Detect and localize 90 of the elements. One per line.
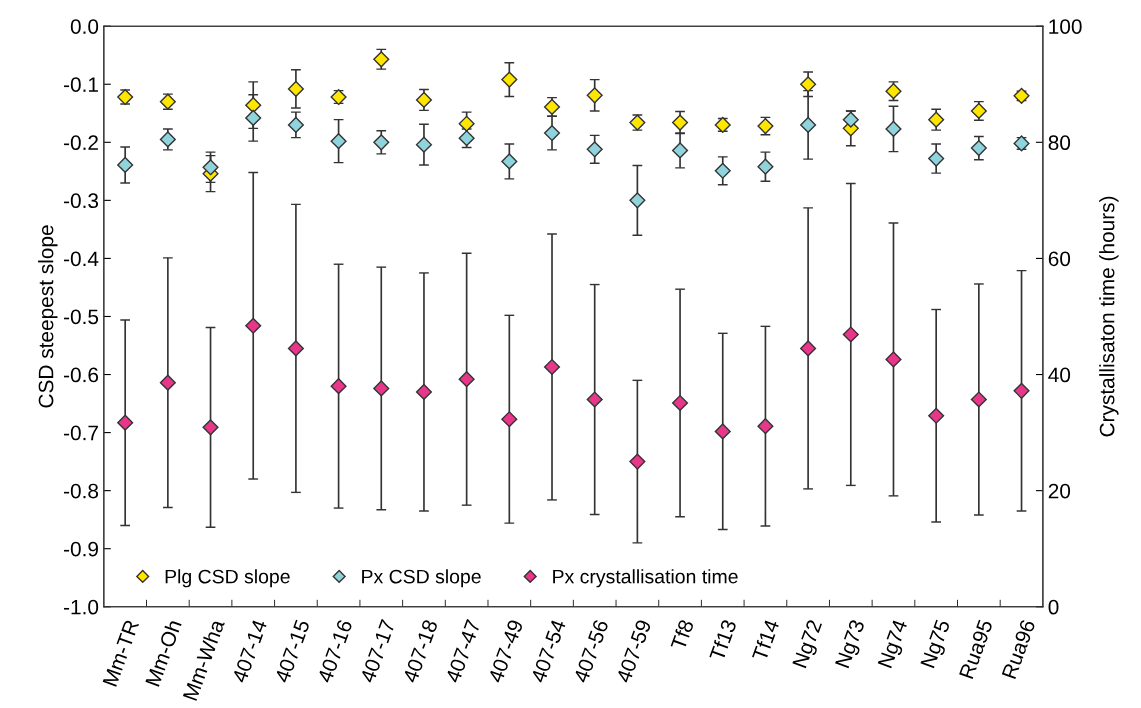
point bbox=[117, 156, 134, 174]
point bbox=[629, 192, 646, 209]
x-tick-label: 407-18 bbox=[402, 618, 439, 684]
point bbox=[287, 340, 304, 357]
point bbox=[117, 414, 134, 431]
x-tick-label: 407-17 bbox=[359, 619, 396, 684]
y-tick-label: -0.3 bbox=[64, 193, 99, 209]
point bbox=[501, 153, 518, 170]
y2-tick-label: 40 bbox=[1048, 367, 1071, 383]
point bbox=[928, 150, 945, 167]
y-tick-label: -0.7 bbox=[64, 425, 98, 441]
y-tick-label: -0.5 bbox=[64, 309, 99, 325]
point bbox=[330, 133, 347, 150]
y2-axis-title: Crystallisaton time (hours) bbox=[1099, 196, 1119, 437]
legend-label: Plg CSD slope bbox=[165, 569, 290, 588]
point bbox=[245, 317, 262, 334]
point bbox=[885, 351, 902, 368]
point bbox=[586, 141, 603, 158]
x-tick-label: 407-16 bbox=[317, 618, 353, 684]
point bbox=[415, 91, 433, 108]
point bbox=[202, 159, 219, 176]
point bbox=[800, 116, 817, 133]
y2-tick-label: 100 bbox=[1049, 19, 1082, 34]
point bbox=[330, 378, 347, 395]
point bbox=[970, 140, 987, 157]
point bbox=[586, 87, 603, 104]
point bbox=[415, 136, 433, 153]
point bbox=[159, 374, 176, 391]
point bbox=[885, 120, 902, 138]
point bbox=[672, 142, 689, 159]
y-tick-label: -0.9 bbox=[64, 541, 98, 557]
point bbox=[287, 116, 304, 133]
point bbox=[415, 383, 433, 401]
x-tick-label: 407-15 bbox=[274, 618, 310, 684]
point bbox=[543, 124, 561, 142]
point bbox=[543, 358, 561, 376]
x-tick-label: 407-54 bbox=[530, 618, 567, 684]
y-tick-label: 0.0 bbox=[70, 19, 99, 34]
point bbox=[757, 418, 774, 435]
x-tick-label: Ng72 bbox=[792, 619, 827, 670]
point bbox=[586, 391, 603, 408]
point bbox=[1013, 382, 1030, 399]
y2-tick-label: 20 bbox=[1048, 483, 1071, 499]
legend-label: Px crystallisation time bbox=[553, 569, 738, 588]
point bbox=[202, 419, 219, 436]
point bbox=[800, 76, 817, 93]
point bbox=[714, 423, 731, 440]
y2-tick-label: 0 bbox=[1048, 599, 1059, 615]
x-tick-label: Ng74 bbox=[877, 618, 912, 670]
x-tick-label: Ng73 bbox=[834, 618, 869, 670]
y2-tick-label: 60 bbox=[1048, 251, 1071, 267]
x-tick-label: 407-49 bbox=[487, 618, 524, 684]
x-tick-label: 407-56 bbox=[573, 618, 609, 684]
x-tick-label: Rua96 bbox=[1001, 618, 1036, 680]
x-tick-label: Ng75 bbox=[920, 618, 955, 670]
x-tick-label: Tf14 bbox=[751, 618, 780, 662]
point bbox=[672, 114, 689, 131]
point bbox=[714, 162, 731, 179]
y-axis-title: CSD steepest slope bbox=[38, 225, 58, 408]
x-tick-label: 407-47 bbox=[445, 619, 481, 684]
point bbox=[928, 407, 945, 424]
x-tick-label: 407-59 bbox=[615, 618, 652, 684]
point bbox=[629, 453, 646, 470]
y-tick-label: -0.8 bbox=[64, 483, 99, 499]
legend-label: Px CSD slope bbox=[362, 569, 481, 588]
point bbox=[287, 80, 304, 97]
point bbox=[458, 115, 475, 132]
x-tick-label: Rua95 bbox=[958, 618, 993, 680]
point bbox=[373, 380, 390, 397]
y-tick-label: -0.4 bbox=[64, 251, 99, 267]
point bbox=[458, 371, 475, 388]
y-tick-label: -0.2 bbox=[64, 135, 98, 151]
point bbox=[842, 111, 859, 128]
point bbox=[970, 391, 987, 408]
point bbox=[672, 394, 689, 412]
point bbox=[373, 134, 390, 151]
point bbox=[245, 109, 262, 126]
point bbox=[757, 158, 774, 175]
point bbox=[501, 71, 518, 88]
x-tick-label: 407-14 bbox=[231, 618, 268, 684]
y-tick-label: -0.1 bbox=[64, 77, 98, 93]
point bbox=[800, 340, 817, 357]
x-tick-label: Tf8 bbox=[669, 618, 695, 651]
y2-tick-label: 80 bbox=[1048, 135, 1071, 151]
y-tick-label: -0.6 bbox=[64, 367, 99, 383]
x-tick-label: Tf13 bbox=[708, 618, 737, 662]
point bbox=[245, 97, 262, 114]
point bbox=[501, 411, 518, 428]
point bbox=[842, 326, 859, 343]
y-tick-label: -1.0 bbox=[64, 599, 99, 615]
